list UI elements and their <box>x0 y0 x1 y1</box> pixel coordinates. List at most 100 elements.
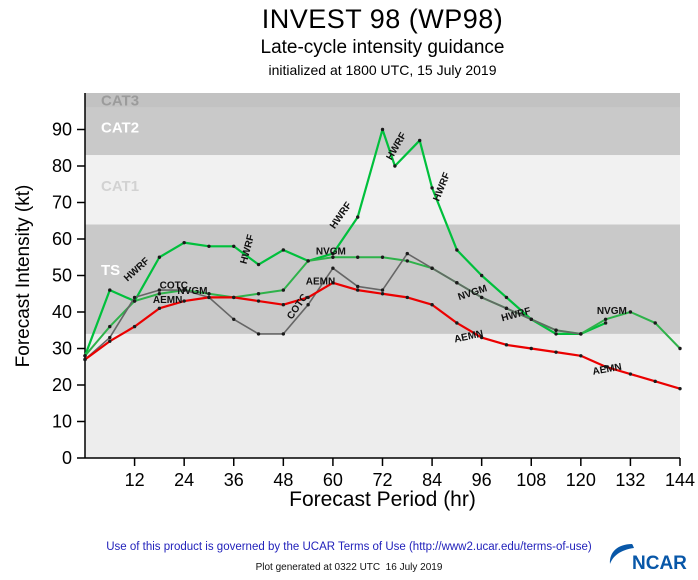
marker-AEMN <box>356 288 360 292</box>
marker-COTC <box>479 295 484 300</box>
marker-AEMN <box>405 295 409 300</box>
marker-AEMN <box>653 379 657 384</box>
y-tick-label: 90 <box>52 120 72 140</box>
marker-NVGM <box>331 255 335 259</box>
line-label-AEMN: AEMN <box>306 277 335 288</box>
line-label-NVGM: NVGM <box>177 286 207 297</box>
y-tick-label: 40 <box>52 302 72 322</box>
ncar-swoosh-icon <box>609 544 634 564</box>
band-label-CAT2: CAT2 <box>101 120 139 137</box>
marker-AEMN <box>108 339 112 343</box>
x-tick-label: 12 <box>125 470 145 490</box>
band-label-CAT3: CAT3 <box>101 92 139 109</box>
marker-AEMN <box>380 292 385 296</box>
marker-AEMN <box>504 343 509 347</box>
y-tick-label: 20 <box>52 375 72 395</box>
marker-AEMN <box>455 321 459 325</box>
marker-AEMN <box>554 350 558 354</box>
line-label-NVGM: NVGM <box>597 306 627 317</box>
marker-HWRF <box>554 332 558 336</box>
intensity-guidance-chart: TS CAT1 CAT2 CAT3 0 10 20 30 40 50 60 70 80 90 12 24 36 4… <box>52 92 695 490</box>
marker-AEMN <box>157 306 162 311</box>
y-tick-label: 80 <box>52 156 72 176</box>
marker-NVGM <box>306 259 310 263</box>
marker-HWRF <box>108 288 112 292</box>
marker-NVGM <box>628 310 633 314</box>
x-tick-label: 108 <box>516 470 546 490</box>
marker-COTC <box>405 251 409 256</box>
band-CAT1 <box>85 155 680 225</box>
terms-of-use-link[interactable]: Use of this product is governed by the U… <box>106 541 592 553</box>
x-tick-label: 24 <box>174 470 194 490</box>
marker-COTC <box>455 281 459 285</box>
marker-HWRF <box>356 215 360 219</box>
page-title: INVEST 98 (WP98) <box>261 4 504 34</box>
marker-AEMN <box>83 357 87 362</box>
marker-COTC <box>331 266 335 270</box>
line-label-NVGM: NVGM <box>316 246 346 257</box>
marker-AEMN <box>603 365 608 369</box>
marker-COTC <box>108 335 112 340</box>
x-tick-label: 132 <box>615 470 645 490</box>
x-tick-label: 60 <box>323 470 343 490</box>
marker-COTC <box>132 295 137 300</box>
marker-AEMN <box>479 335 484 340</box>
marker-HWRF <box>256 262 261 267</box>
marker-HWRF <box>380 127 385 132</box>
x-tick-label: 120 <box>566 470 596 490</box>
marker-COTC <box>554 328 558 332</box>
marker-COTC <box>182 288 186 292</box>
y-tick-label: 60 <box>52 229 72 249</box>
marker-COTC <box>281 332 286 336</box>
marker-AEMN <box>281 303 286 307</box>
x-tick-label: 144 <box>665 470 695 490</box>
x-tick-label: 36 <box>224 470 244 490</box>
marker-COTC <box>157 288 162 292</box>
ncar-logo: NCAR <box>609 544 687 574</box>
x-tick-label: 96 <box>472 470 492 490</box>
marker-NVGM <box>256 292 261 296</box>
marker-COTC <box>504 306 509 311</box>
ncar-logo-text: NCAR <box>632 553 687 574</box>
marker-HWRF <box>504 295 509 300</box>
marker-AEMN <box>207 295 211 300</box>
marker-COTC <box>579 332 583 336</box>
marker-COTC <box>529 317 533 321</box>
marker-AEMN <box>132 324 137 329</box>
line-label-AEMN: AEMN <box>592 362 623 378</box>
y-tick-label: 0 <box>62 448 72 468</box>
marker-HWRF <box>393 164 397 168</box>
marker-COTC <box>232 317 236 321</box>
marker-NVGM <box>132 299 137 303</box>
marker-COTC <box>380 288 385 292</box>
marker-AEMN <box>331 281 335 285</box>
marker-COTC <box>306 303 310 307</box>
marker-HWRF <box>417 138 422 143</box>
x-tick-label: 48 <box>273 470 293 490</box>
line-label-AEMN: AEMN <box>153 295 182 306</box>
marker-AEMN <box>579 354 583 358</box>
marker-HWRF <box>603 321 608 325</box>
marker-HWRF <box>207 244 211 248</box>
marker-HWRF <box>430 186 434 190</box>
marker-COTC <box>356 284 360 289</box>
marker-NVGM <box>83 354 87 358</box>
marker-AEMN <box>256 299 261 303</box>
band-below-ts <box>85 333 680 458</box>
band-CAT3 <box>85 93 680 108</box>
marker-AEMN <box>628 372 633 376</box>
marker-HWRF <box>157 255 162 259</box>
marker-NVGM <box>405 259 409 263</box>
marker-AEMN <box>529 346 533 351</box>
band-TS <box>85 224 680 334</box>
marker-HWRF <box>232 244 236 248</box>
x-tick-label: 84 <box>422 470 442 490</box>
marker-HWRF <box>182 240 186 245</box>
y-axis-title: Forecast Intensity (kt) <box>13 184 34 368</box>
y-tick-label: 50 <box>52 266 72 286</box>
x-tick-label: 72 <box>372 470 392 490</box>
x-axis-title: Forecast Period (hr) <box>289 488 476 511</box>
y-tick-label: 10 <box>52 412 72 432</box>
marker-AEMN <box>182 299 186 303</box>
marker-NVGM <box>380 255 385 259</box>
